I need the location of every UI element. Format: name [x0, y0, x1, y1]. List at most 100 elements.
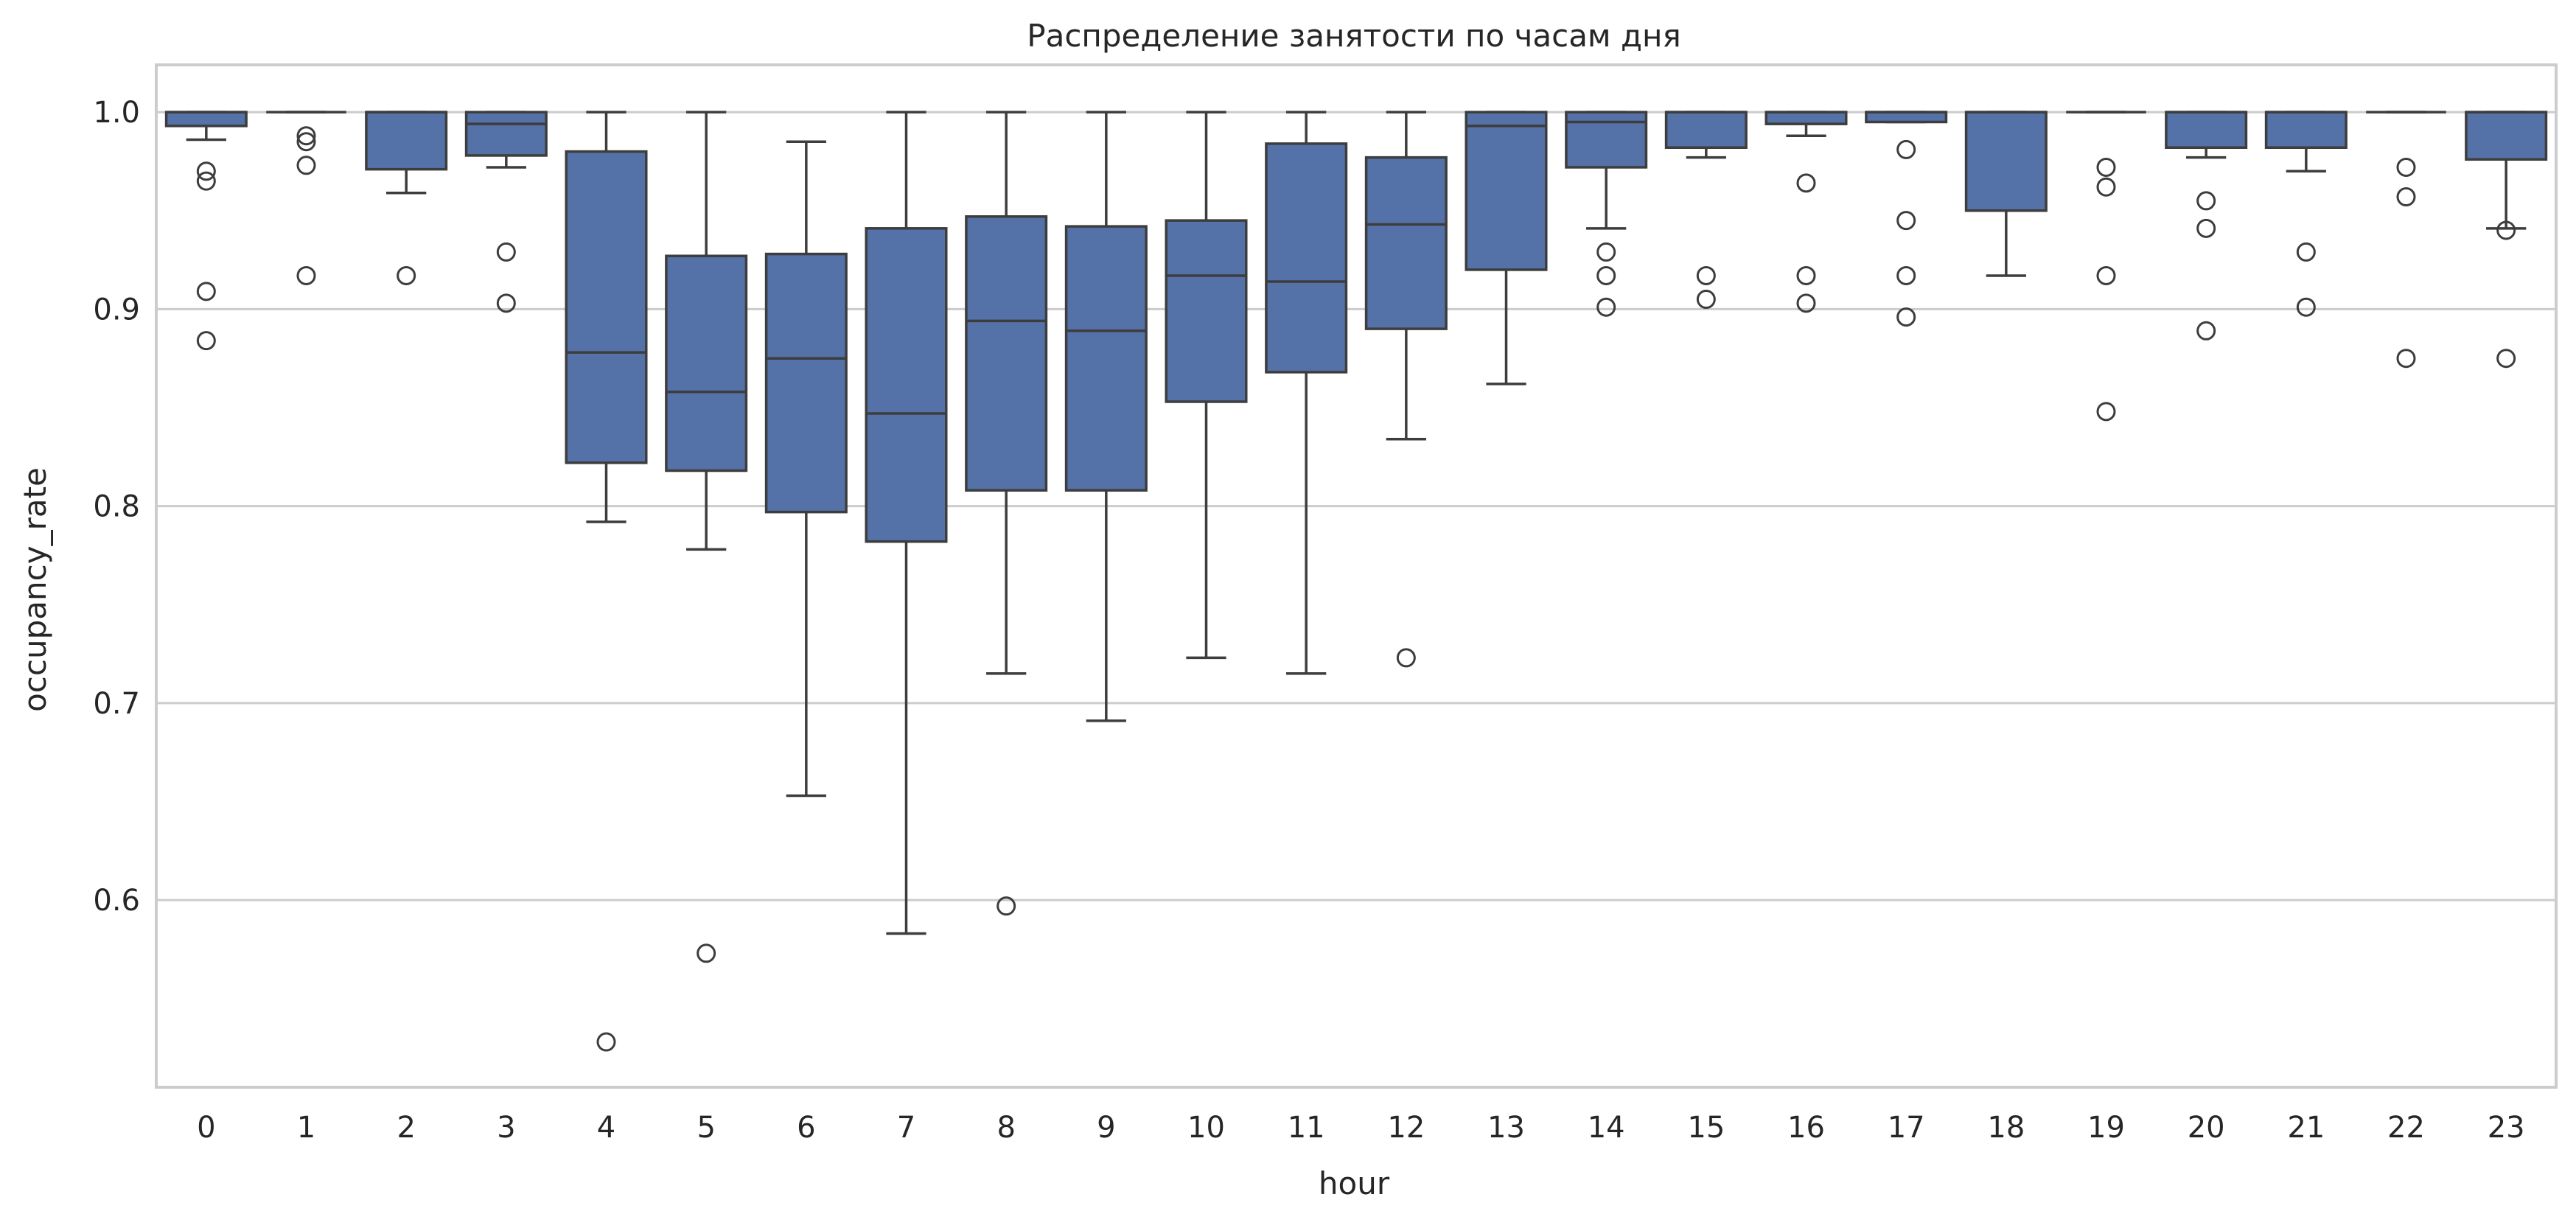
- box-iqr: [665, 254, 748, 472]
- x-tick-label: 21: [2287, 1111, 2325, 1145]
- box-group: [965, 111, 1048, 916]
- outlier-point: [2096, 402, 2116, 422]
- x-tick-label: 3: [497, 1111, 515, 1145]
- box-iqr: [1865, 111, 1948, 124]
- outlier-point: [496, 293, 516, 313]
- outlier-point: [2196, 191, 2216, 211]
- x-tick-label: 4: [597, 1111, 615, 1145]
- y-tick-label: 0.8: [93, 490, 140, 524]
- outlier-point: [196, 161, 216, 181]
- outlier-point: [2096, 265, 2116, 285]
- x-tick-label: 15: [1687, 1111, 1725, 1145]
- outlier-point: [1796, 293, 1816, 313]
- outlier-point: [1396, 648, 1416, 668]
- box-group: [1465, 111, 1548, 386]
- outlier-point: [1796, 265, 1816, 285]
- box-group: [665, 111, 748, 963]
- box-iqr: [865, 227, 948, 543]
- x-tick-label: 0: [197, 1111, 215, 1145]
- box-group: [365, 111, 448, 285]
- box-iqr: [1064, 225, 1148, 492]
- x-tick-label: 23: [2488, 1111, 2525, 1145]
- box-group: [164, 111, 248, 351]
- box-iqr: [1165, 219, 1248, 403]
- y-tick-label: 0.6: [93, 884, 140, 918]
- x-tick-label: 2: [397, 1111, 415, 1145]
- outlier-point: [1896, 265, 1916, 285]
- box-iqr: [365, 111, 448, 171]
- box-group: [1064, 111, 1148, 722]
- x-tick-label: 6: [797, 1111, 815, 1145]
- box-iqr: [2165, 111, 2248, 149]
- box-iqr: [565, 150, 648, 464]
- outlier-point: [196, 331, 216, 351]
- x-tick-label: 5: [697, 1111, 715, 1145]
- box-group: [464, 111, 548, 313]
- box-group: [2264, 111, 2348, 317]
- box-group: [1364, 111, 1448, 668]
- outlier-point: [2096, 157, 2116, 177]
- outlier-point: [296, 265, 316, 285]
- y-tick-label: 0.9: [93, 293, 140, 327]
- box-group: [1565, 111, 1648, 317]
- x-tick-label: 18: [1987, 1111, 2025, 1145]
- x-tick-label: 12: [1387, 1111, 1425, 1145]
- x-tick-label: 22: [2387, 1111, 2425, 1145]
- box-iqr: [1465, 111, 1548, 271]
- box-iqr: [2465, 111, 2548, 161]
- x-tick-label: 9: [1097, 1111, 1115, 1145]
- x-tick-label: 7: [897, 1111, 915, 1145]
- outlier-point: [2096, 177, 2116, 197]
- box-group: [1765, 111, 1848, 313]
- x-tick-label: 14: [1588, 1111, 1625, 1145]
- x-axis-label: hour: [1319, 1165, 1390, 1201]
- outlier-point: [196, 282, 216, 301]
- y-axis-label: occupancy_rate: [17, 467, 53, 712]
- y-tick-labels: 0.6 0.7 0.8 0.9 1.0: [93, 96, 140, 918]
- box-group: [1964, 111, 2048, 277]
- outlier-point: [496, 242, 516, 262]
- box-group: [2066, 111, 2146, 422]
- outlier-point: [2296, 297, 2316, 317]
- box-group: [2366, 111, 2446, 369]
- box-iqr: [764, 252, 848, 514]
- x-tick-label: 20: [2188, 1111, 2225, 1145]
- outlier-point: [2196, 218, 2216, 238]
- outlier-point: [2396, 349, 2416, 369]
- outlier-point: [1596, 297, 1616, 317]
- outlier-point: [296, 132, 316, 152]
- box-iqr: [464, 111, 548, 157]
- outlier-point: [296, 126, 316, 146]
- x-tick-label: 13: [1487, 1111, 1525, 1145]
- outlier-point: [596, 1032, 616, 1052]
- box-group: [266, 111, 346, 285]
- box-iqr: [1765, 111, 1848, 125]
- outlier-point: [1896, 211, 1916, 231]
- box-layer: [164, 111, 2548, 1052]
- chart-title: Распределение занятости по часам дня: [1027, 18, 1680, 54]
- x-tick-label: 11: [1288, 1111, 1325, 1145]
- outlier-point: [2296, 242, 2316, 262]
- box-iqr: [965, 215, 1048, 492]
- box-group: [1865, 111, 1948, 327]
- box-group: [1664, 111, 1748, 310]
- outlier-point: [2396, 187, 2416, 207]
- outlier-point: [996, 896, 1016, 916]
- outlier-point: [2496, 349, 2516, 369]
- grid-layer: [156, 111, 2556, 901]
- box-group: [1165, 111, 1248, 660]
- box-group: [2465, 111, 2548, 369]
- outlier-point: [1696, 265, 1716, 285]
- outlier-point: [1896, 307, 1916, 327]
- y-tick-label: 0.7: [93, 687, 140, 721]
- box-iqr: [1964, 111, 2048, 212]
- y-tick-label: 1.0: [93, 96, 140, 130]
- outlier-point: [196, 171, 216, 191]
- box-iqr: [1265, 142, 1348, 374]
- plot-frame: [155, 63, 2558, 1089]
- x-tick-label: 19: [2087, 1111, 2125, 1145]
- box-iqr: [1565, 111, 1648, 169]
- box-group: [764, 140, 848, 798]
